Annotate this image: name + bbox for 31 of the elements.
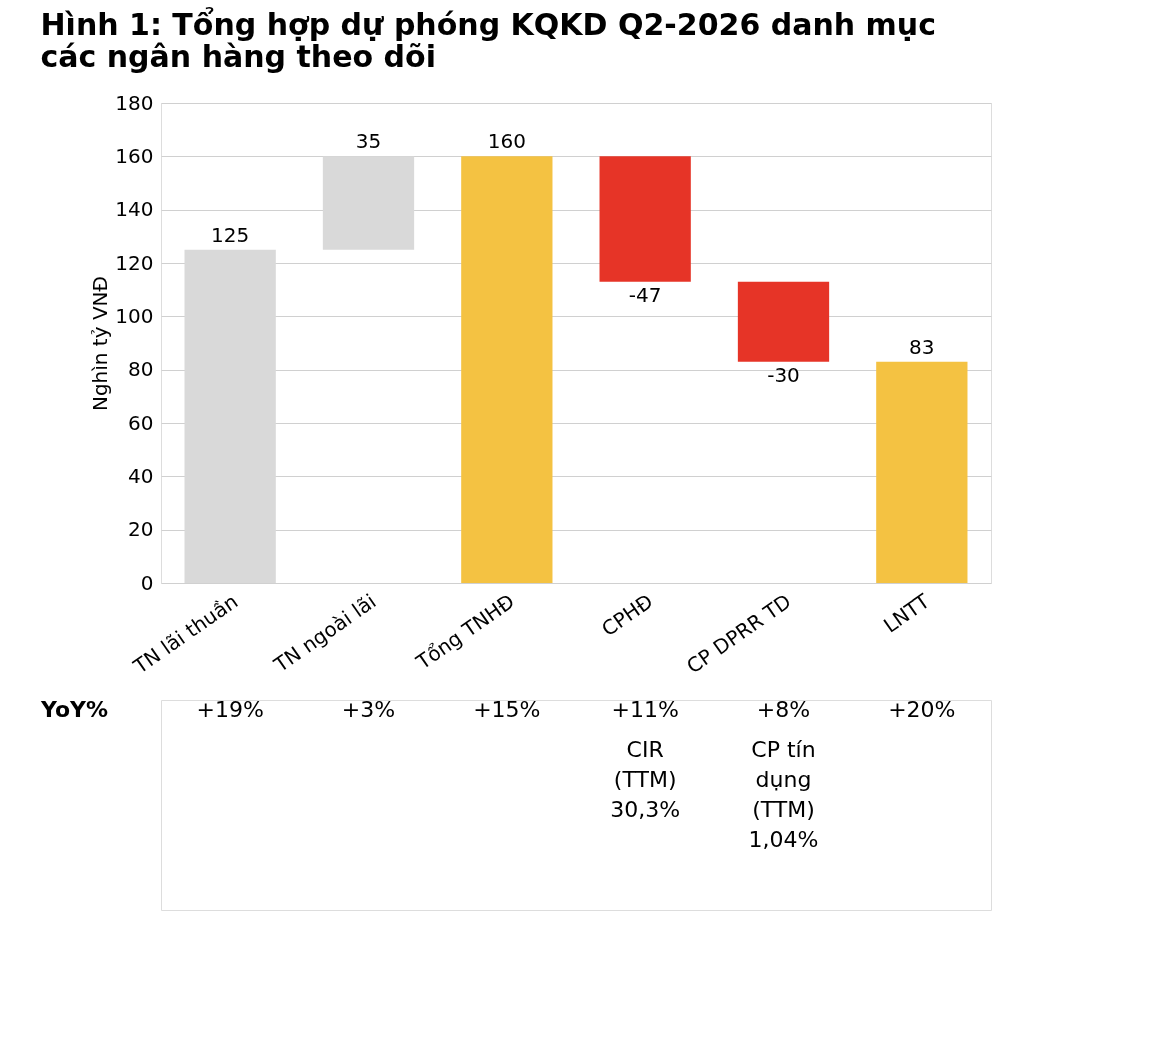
y-tick-label: 60 [128,410,154,435]
data-label: 83 [909,334,935,359]
text: YoY% [40,697,108,722]
y-tick-label: 0 [140,570,154,595]
y-tick-label: 120 [115,250,154,275]
bar [737,281,830,362]
y-tick-label: 80 [128,357,154,382]
bar [876,361,968,583]
bar [461,156,553,583]
y-axis-title: Nghìn tỷ VNĐ [88,275,113,412]
text: +8% [756,697,811,722]
y-tick-label: 100 [115,303,154,328]
y-tick-label: 20 [128,517,154,542]
text: +20% [888,697,956,722]
text: +15% [473,697,541,722]
data-label: -30 [767,362,800,387]
y-tick-label: 140 [115,197,154,222]
y-tick-label: 160 [115,143,154,168]
data-label: -47 [628,282,662,307]
text: +19% [196,697,264,722]
data-label: 125 [211,222,250,247]
data-label: 35 [355,129,382,154]
data-label: 160 [487,129,526,154]
chart-title: Hình 1: Tổng hợp dự phóng KQKD Q2-2026 danh mục các ngân hàng theo dõi [40,6,936,74]
text: CIR (TTM) 30,3% [610,737,681,822]
y-tick-label: 40 [128,463,154,488]
text: +3% [341,697,396,722]
y-tick-label: 180 [115,90,154,115]
text: CP tín dụng (TTM) 1,04% [748,737,819,852]
text: +11% [611,697,679,722]
bar [599,156,691,282]
